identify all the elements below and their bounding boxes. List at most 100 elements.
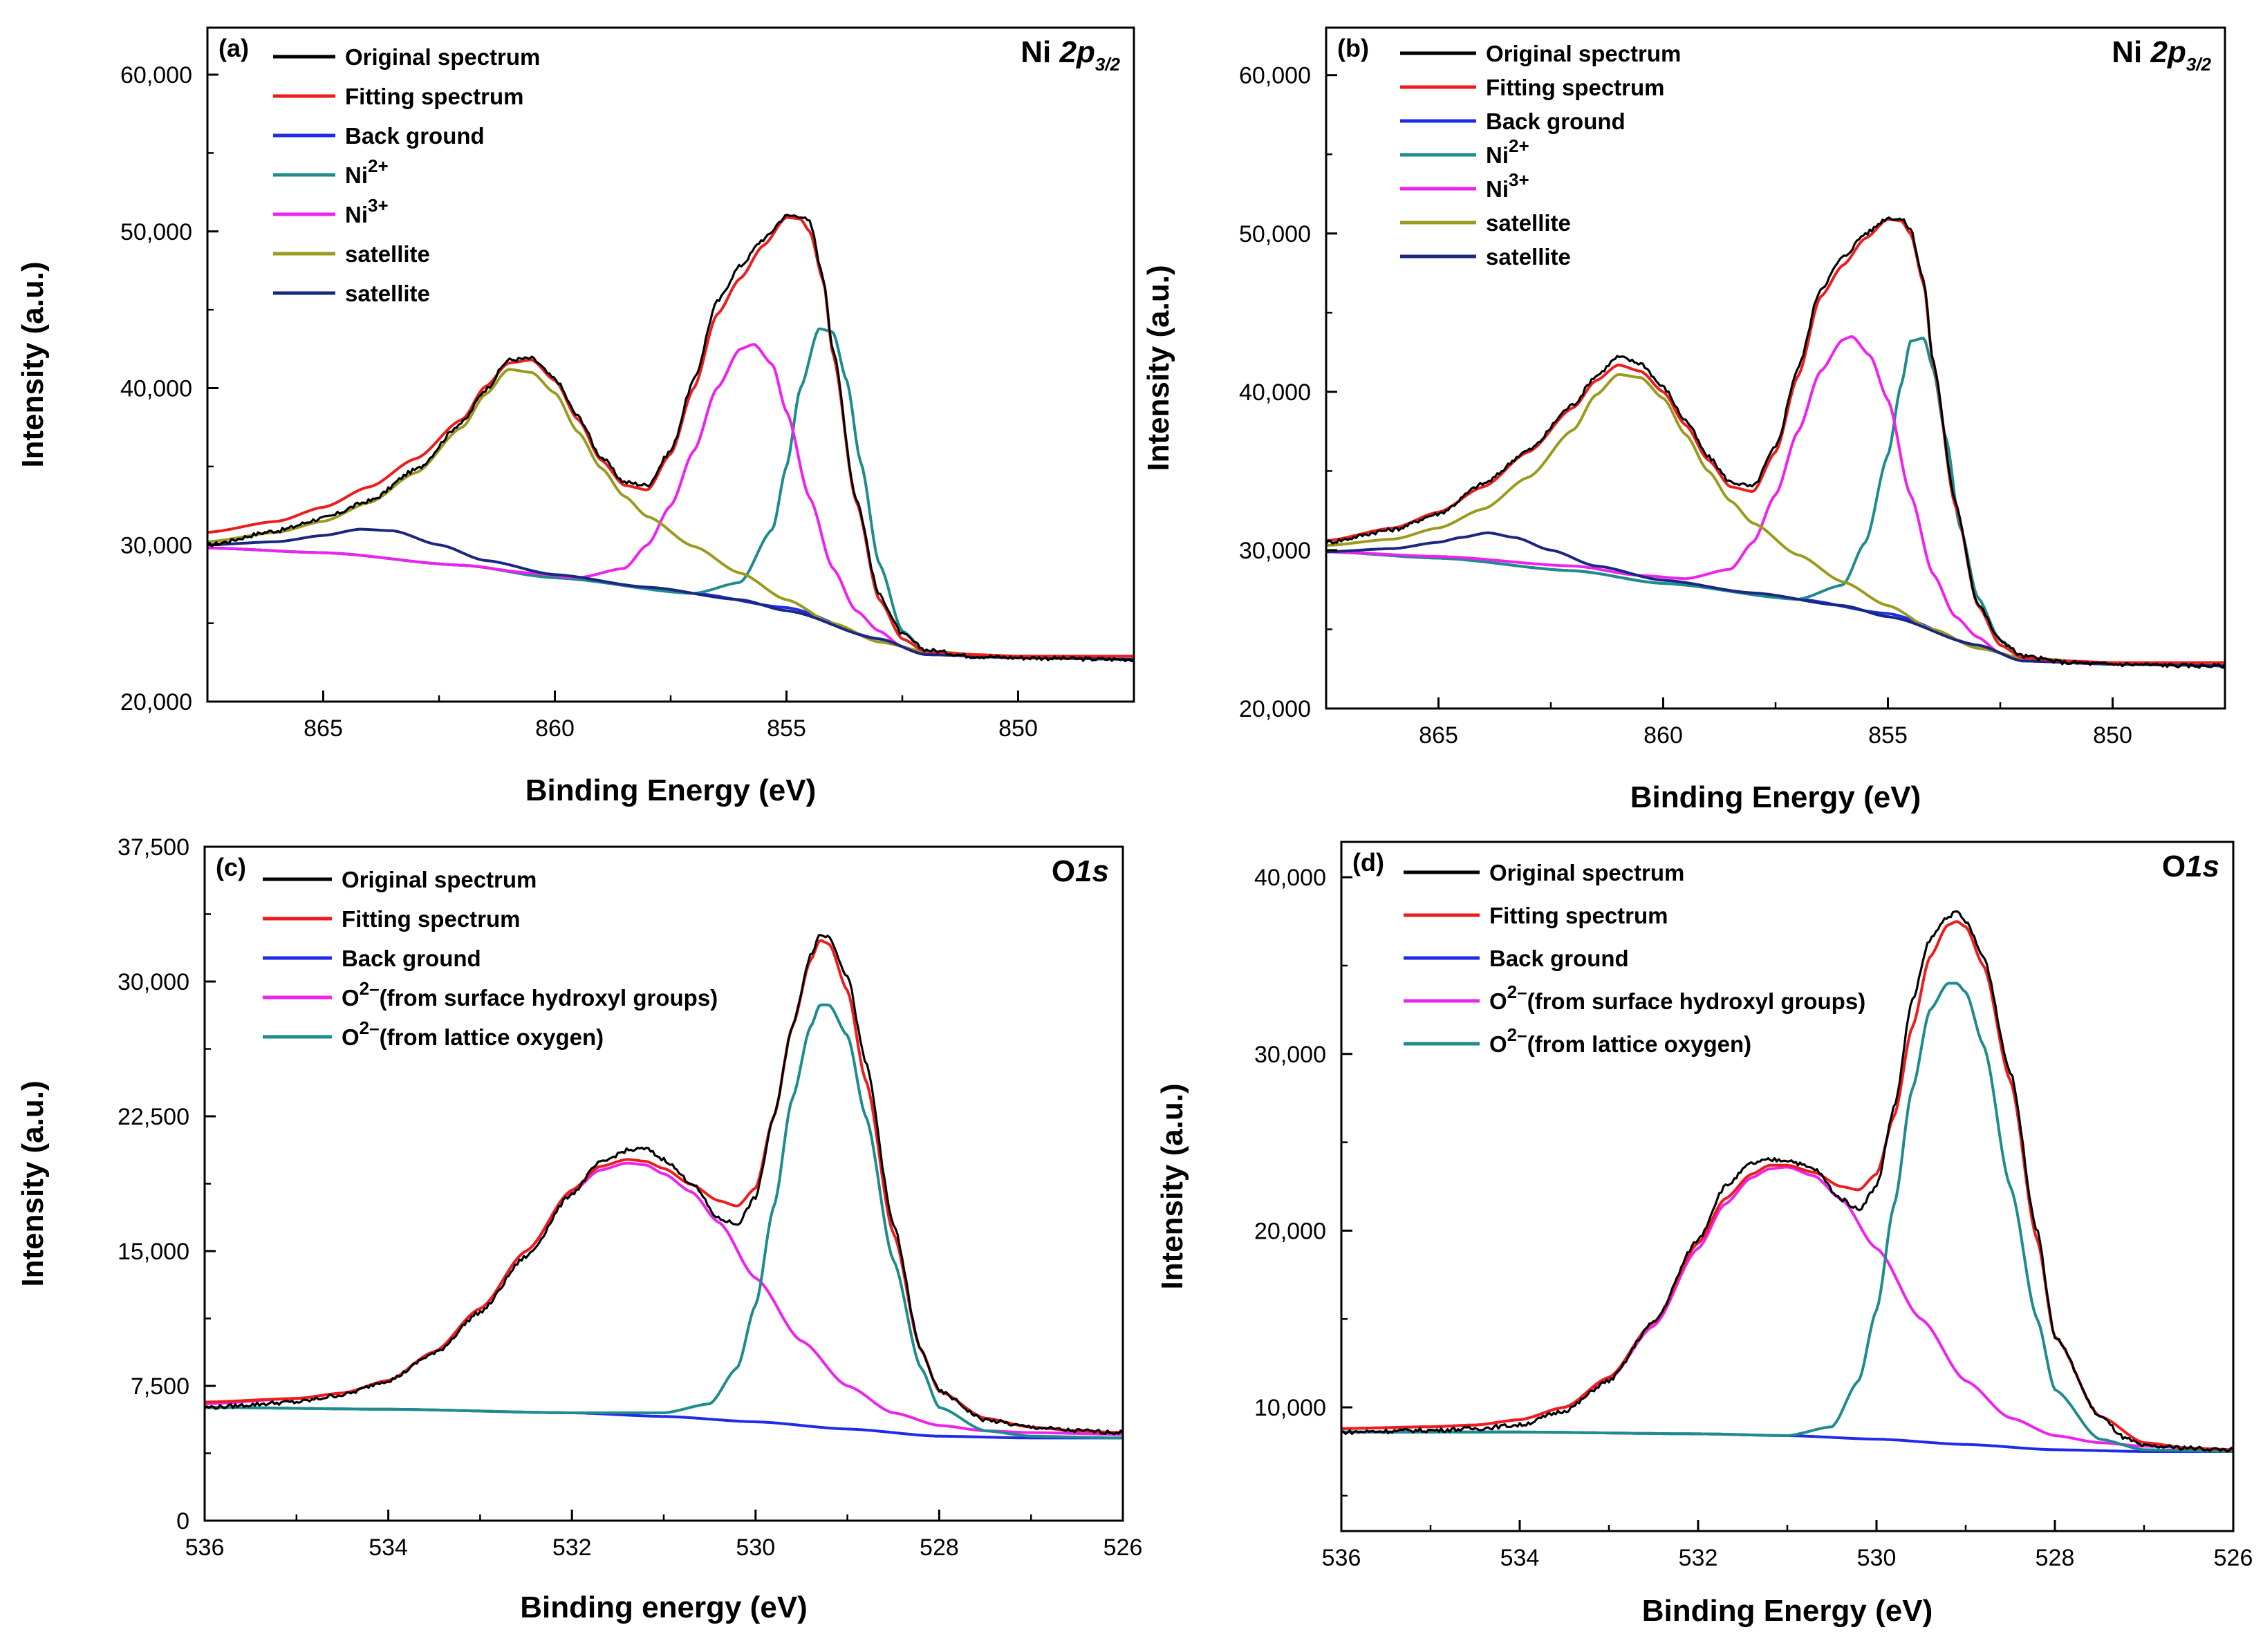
series-ni3-line <box>1326 335 2225 668</box>
plot-area <box>1341 910 2233 1453</box>
y-tick-label: 40,000 <box>1239 379 1311 406</box>
y-tick-label: 15,000 <box>118 1239 189 1265</box>
x-tick-label: 850 <box>2093 722 2132 749</box>
series-satellite-line <box>1326 531 2225 668</box>
y-tick-label: 30,000 <box>120 532 192 559</box>
x-tick-label: 530 <box>1857 1545 1897 1571</box>
legend-charge: 3+ <box>1509 169 1529 190</box>
legend-description: (from lattice oxygen) <box>380 1024 604 1050</box>
x-tick-label: 528 <box>920 1534 959 1561</box>
x-tick-label: 530 <box>736 1534 775 1561</box>
legend-description: (from surface hydroxyl groups) <box>380 985 718 1011</box>
series-ni3-line <box>207 343 1134 661</box>
legend-ion: O <box>1489 988 1507 1014</box>
legend-charge: 2+ <box>368 156 389 176</box>
legend-entry: Original spectrum <box>342 867 537 892</box>
legend-description: (from lattice oxygen) <box>1527 1031 1752 1057</box>
y-axis-title: Intensity (a.u.) <box>1142 265 1175 471</box>
y-tick-label: 30,000 <box>1254 1042 1326 1068</box>
panel-label: (b) <box>1337 34 1369 62</box>
x-tick-label: 860 <box>535 715 575 742</box>
series-satellite-line <box>207 527 1134 661</box>
legend-entry: Fitting spectrum <box>1486 75 1665 100</box>
series-original-spectrum-line <box>205 934 1123 1436</box>
plot-area <box>207 214 1134 663</box>
legend-ion: Ni <box>345 162 368 188</box>
legend-entry: satellite <box>345 281 430 306</box>
core-level-element: O <box>1052 854 1075 888</box>
x-tick-label: 528 <box>2036 1545 2075 1571</box>
series-satellite-line <box>1326 373 2225 668</box>
core-level-element: Ni <box>2112 35 2150 69</box>
core-level-label: O1s <box>1052 854 1109 888</box>
legend-ion: Ni <box>1486 142 1509 168</box>
series-o2-from-lattice-oxygen-line <box>205 1003 1123 1440</box>
x-tick-label: 534 <box>1500 1545 1540 1571</box>
y-axis-title: Intensity (a.u.) <box>16 1080 50 1286</box>
y-tick-label: 40,000 <box>1254 865 1326 891</box>
y-tick-label: 0 <box>176 1508 189 1534</box>
core-level-orbital: 2p <box>2150 35 2186 69</box>
legend-description: (from surface hydroxyl groups) <box>1527 988 1866 1014</box>
legend-ion: O <box>1489 1031 1507 1057</box>
legend-entry: Back ground <box>1489 946 1629 971</box>
y-tick-label: 30,000 <box>1239 538 1311 564</box>
legend-ion: Ni <box>1486 176 1509 202</box>
panel-label: (d) <box>1352 848 1384 876</box>
series-original-spectrum-line <box>207 214 1134 663</box>
legend-entry: Fitting spectrum <box>345 84 524 109</box>
x-tick-label: 865 <box>304 715 343 742</box>
core-level-label: Ni 2p3/2 <box>1021 35 1120 75</box>
x-axis-title: Binding energy (eV) <box>520 1590 808 1624</box>
x-tick-label: 850 <box>998 715 1038 742</box>
legend-ion: O <box>342 985 360 1011</box>
plot-area <box>205 934 1123 1440</box>
plot-area <box>1326 216 2225 669</box>
y-tick-label: 50,000 <box>120 219 192 245</box>
x-tick-label: 860 <box>1643 722 1683 749</box>
y-axis-title: Intensity (a.u.) <box>1155 1083 1189 1289</box>
legend-entry: O2–(from lattice oxygen) <box>1489 1024 1751 1057</box>
series-fitting-spectrum-line <box>207 216 1134 658</box>
series-satellite-line <box>207 368 1134 661</box>
x-axis-title: Binding Energy (eV) <box>525 773 816 807</box>
series-back-ground-line <box>207 546 1134 661</box>
core-level-element: Ni <box>1021 35 1059 69</box>
core-level-label: Ni 2p3/2 <box>2112 35 2211 75</box>
legend-entry: Back ground <box>345 123 485 149</box>
legend-entry: Original spectrum <box>1489 860 1684 885</box>
legend-entry: Back ground <box>1486 109 1626 134</box>
series-o2-from-lattice-oxygen-line <box>1341 982 2233 1453</box>
x-tick-label: 526 <box>1103 1534 1143 1561</box>
legend-entry: Ni3+ <box>1486 169 1529 202</box>
core-level-orbital: 1s <box>1075 854 1109 888</box>
legend-entry: satellite <box>345 241 430 267</box>
plot-frame <box>1325 26 2226 710</box>
y-tick-label: 7,500 <box>131 1373 189 1400</box>
series-original-spectrum-line <box>1326 216 2225 669</box>
y-tick-label: 60,000 <box>1239 63 1311 89</box>
y-tick-label: 60,000 <box>120 62 192 88</box>
x-tick-label: 526 <box>2214 1545 2253 1571</box>
panel-label: (c) <box>216 853 246 881</box>
legend-charge: 2– <box>360 978 380 999</box>
legend-charge: 2– <box>360 1017 380 1038</box>
panel-b-ni2p: 865 860 855 850 20,000 30,000 40,000 50,000 60,0… <box>1142 26 2226 814</box>
series-fitting-spectrum-line <box>205 939 1123 1434</box>
x-axis-title: Binding Energy (eV) <box>1642 1594 1933 1628</box>
legend-charge: 2+ <box>1509 135 1529 156</box>
y-tick-label: 30,000 <box>118 969 189 995</box>
x-tick-label: 855 <box>1868 722 1908 749</box>
legend-entry: O2–(from lattice oxygen) <box>342 1017 604 1050</box>
series-original-spectrum-line <box>1341 910 2233 1453</box>
x-tick-label: 865 <box>1419 722 1458 749</box>
series-ni2-line <box>1326 337 2225 668</box>
panel-d-o1s: 536 534 532 530 528 526 10,000 20,000 30,000 40,0… <box>1155 841 2253 1628</box>
x-tick-label: 536 <box>185 1534 225 1561</box>
x-tick-label: 536 <box>1322 1545 1361 1571</box>
x-tick-label: 534 <box>369 1534 408 1561</box>
legend-entry: O2–(from surface hydroxyl groups) <box>342 978 718 1011</box>
legend-ion: Ni <box>345 202 368 227</box>
legend-entry: Back ground <box>342 946 481 971</box>
